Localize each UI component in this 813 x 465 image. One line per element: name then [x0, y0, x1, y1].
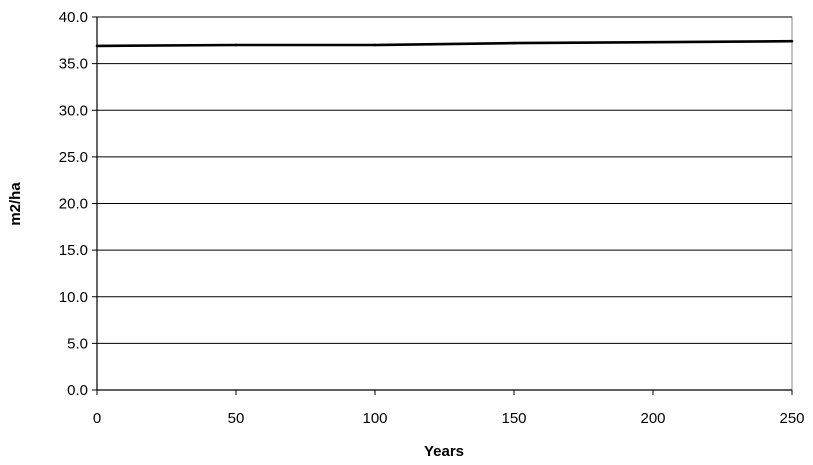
x-tick-label-2: 100 — [362, 410, 387, 427]
x-tick-label-5: 250 — [779, 410, 804, 427]
y-ticks: 0.0 5.0 10.0 15.0 20.0 25.0 30.0 35.0 40.0 — [59, 9, 97, 399]
y-tick-label-6: 30.0 — [59, 102, 88, 119]
x-tick-label-0: 0 — [93, 410, 101, 427]
y-tick-label-7: 35.0 — [59, 56, 88, 73]
grid-lines — [97, 16, 792, 344]
series-0-point-4 — [651, 40, 655, 44]
y-tick-label-5: 25.0 — [59, 149, 88, 166]
series-0-point-3 — [512, 41, 516, 45]
x-tick-label-3: 150 — [501, 410, 526, 427]
series-0-point-0 — [95, 44, 99, 48]
y-tick-label-1: 5.0 — [67, 335, 88, 352]
x-ticks: 0 50 100 150 200 250 — [93, 390, 805, 427]
series-0-point-2 — [373, 43, 377, 47]
x-axis-title: Years — [424, 443, 464, 460]
y-tick-label-3: 15.0 — [59, 242, 88, 259]
x-tick-label-4: 200 — [640, 410, 665, 427]
x-tick-label-1: 50 — [228, 410, 245, 427]
series-layer — [95, 39, 794, 48]
y-tick-label-8: 40.0 — [59, 9, 88, 26]
series-0-point-1 — [234, 43, 238, 47]
y-tick-label-0: 0.0 — [67, 382, 88, 399]
series-line-0 — [96, 39, 793, 48]
series-0-point-5 — [790, 39, 794, 43]
y-tick-label-2: 10.0 — [59, 289, 88, 306]
y-tick-label-4: 20.0 — [59, 196, 88, 213]
y-axis-title: m2/ha — [7, 182, 24, 226]
